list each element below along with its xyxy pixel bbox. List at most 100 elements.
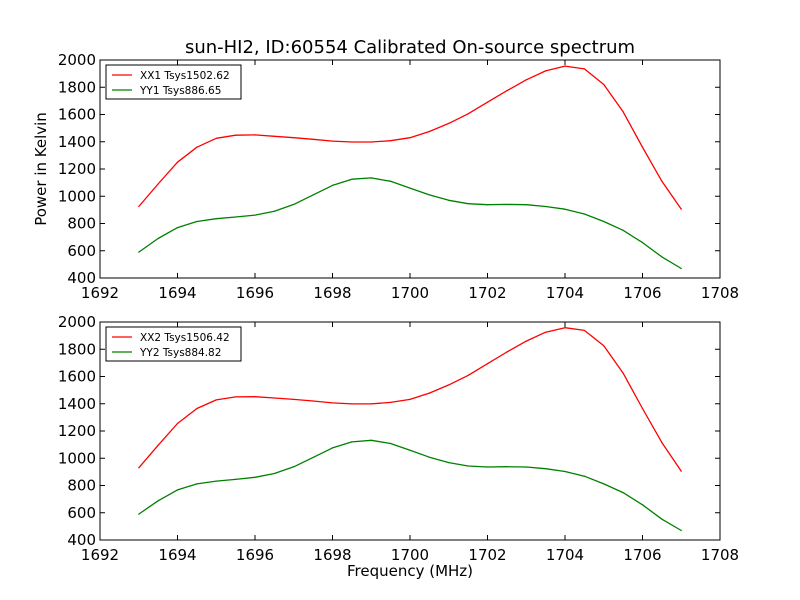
data-point [351, 178, 353, 180]
data-point [661, 518, 663, 520]
data-point [254, 134, 256, 136]
legend: XX1 Tsys1502.62 YY1 Tsys886.65 [105, 64, 242, 100]
data-point [680, 208, 682, 210]
legend-label: YY1 Tsys886.65 [139, 85, 221, 97]
legend-label: YY2 Tsys884.82 [139, 347, 221, 359]
x-tick-label: 1704 [546, 284, 584, 302]
data-point [293, 398, 295, 400]
data-point [176, 161, 179, 163]
data-point [506, 351, 508, 353]
data-point [157, 183, 159, 185]
data-point [254, 214, 256, 216]
data-point [622, 111, 624, 113]
data-point [661, 256, 663, 258]
data-point [331, 402, 334, 404]
y-tick-label: 600 [67, 242, 96, 260]
data-point [370, 141, 372, 143]
legend-box [105, 64, 242, 100]
data-point [661, 180, 663, 182]
data-point [467, 465, 469, 467]
x-tick-label: 1702 [468, 546, 506, 564]
data-point [254, 476, 256, 478]
data-point [138, 467, 140, 469]
data-point [409, 137, 411, 139]
y-tick-label: 1800 [58, 78, 96, 96]
data-point [641, 241, 644, 244]
data-point [254, 396, 256, 398]
x-tick-label: 1700 [391, 284, 429, 302]
data-point [273, 397, 275, 399]
data-point [235, 396, 237, 398]
x-tick-label: 1694 [158, 284, 196, 302]
legend-label: XX1 Tsys1502.62 [140, 70, 230, 82]
data-point [467, 203, 469, 205]
data-point [486, 363, 489, 365]
y-tick-label: 800 [67, 477, 96, 495]
data-point [583, 329, 585, 332]
x-tick-label: 1702 [468, 284, 506, 302]
data-point [583, 213, 585, 215]
data-point [448, 199, 450, 201]
data-point [390, 140, 392, 142]
subplots: 1692 1694 1696 1698 1700 1702 1704 1706 1708 400 6… [32, 51, 739, 580]
data-point [273, 210, 275, 212]
data-point [273, 472, 275, 475]
data-point [583, 475, 585, 477]
data-point [312, 456, 314, 459]
data-point [215, 137, 217, 139]
y-tick-label: 1600 [58, 368, 96, 386]
data-point [603, 345, 605, 347]
data-point [622, 372, 624, 374]
x-tick-label: 1694 [158, 546, 196, 564]
data-point [157, 237, 159, 240]
data-point [545, 70, 547, 72]
subplot-2: 1692 1694 1696 1698 1700 1702 1704 1706 1708 400 6… [58, 313, 739, 580]
x-tick-label: 1696 [236, 546, 274, 564]
data-point [138, 513, 140, 515]
data-point [564, 65, 566, 67]
x-tick-label: 1704 [546, 546, 584, 564]
y-tick-label: 800 [67, 215, 96, 233]
legend: XX2 Tsys1506.42 YY2 Tsys884.82 [105, 326, 242, 362]
data-point [506, 203, 508, 206]
data-point [331, 447, 334, 449]
data-point [312, 194, 314, 196]
data-point [428, 392, 430, 394]
data-point [235, 134, 237, 136]
data-point [467, 374, 469, 377]
legend-label: XX2 Tsys1506.42 [140, 332, 230, 344]
data-point [622, 229, 624, 231]
subplot-1: 1692 1694 1696 1698 1700 1702 1704 1706 1708 400 6… [32, 51, 739, 302]
data-point [448, 462, 450, 464]
data-point [564, 327, 566, 329]
data-point [293, 137, 295, 139]
data-point [486, 204, 489, 206]
x-tick-label: 1706 [623, 546, 661, 564]
data-point [641, 146, 644, 148]
data-point [138, 251, 140, 253]
data-point [370, 177, 372, 179]
y-tick-label: 2000 [58, 313, 96, 331]
data-point [157, 500, 159, 502]
chart-title: sun-HI2, ID:60554 Calibrated On-source s… [185, 37, 635, 58]
data-point [448, 122, 450, 124]
x-axis-title: Frequency (MHz) [347, 562, 473, 580]
data-point [661, 441, 663, 444]
y-tick-label: 1200 [58, 160, 96, 178]
data-point [545, 331, 547, 333]
data-point [680, 529, 682, 532]
legend-box [105, 326, 242, 362]
data-point [545, 205, 547, 208]
data-point [176, 489, 179, 491]
y-tick-label: 600 [67, 504, 96, 522]
data-point [196, 407, 198, 410]
data-point [506, 466, 508, 468]
data-point [506, 90, 508, 92]
x-tick-label: 1706 [623, 284, 661, 302]
x-tick-label: 1698 [313, 284, 351, 302]
y-tick-label: 1400 [58, 133, 96, 151]
data-point [312, 400, 314, 402]
y-tick-label: 400 [67, 269, 96, 287]
